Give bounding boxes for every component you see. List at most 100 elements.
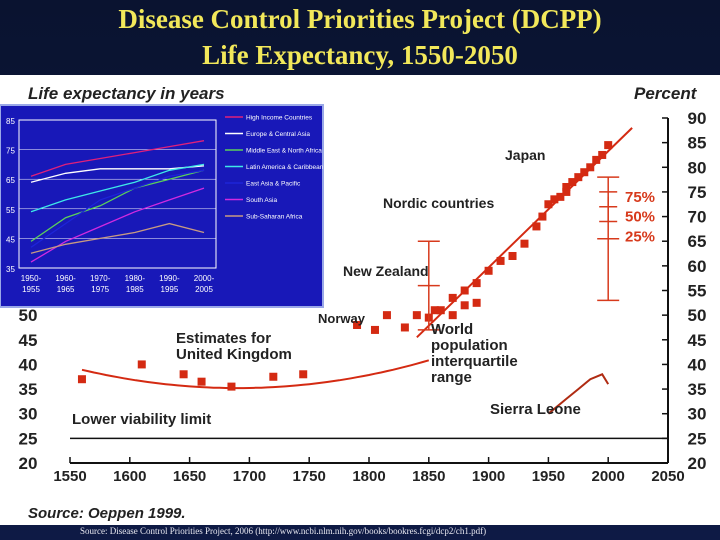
annotation-united-kingdom: United Kingdom <box>176 346 292 363</box>
data-point-norway <box>370 325 379 334</box>
data-point-norway <box>472 298 481 307</box>
annotation-japan: Japan <box>505 147 545 163</box>
inset-legend-label: Europe & Central Asia <box>246 131 310 138</box>
inset-y-tick-label: 45 <box>6 235 15 244</box>
y-tick-label-right: 65 <box>688 232 707 251</box>
x-tick-label: 1850 <box>412 468 445 485</box>
y-tick-label-right: 45 <box>688 331 707 350</box>
data-point-united-kingdom <box>299 370 308 379</box>
annotation-norway: Norway <box>318 311 366 326</box>
inset-x-tick-label: 2005 <box>195 285 213 294</box>
data-point-japan <box>580 168 589 177</box>
data-point-new-zealand <box>484 266 493 275</box>
inset-legend-label: High Income Countries <box>246 115 313 122</box>
data-point-japan <box>562 183 571 191</box>
x-tick-label: 2050 <box>651 468 684 485</box>
y-tick-label-left: 35 <box>19 380 38 399</box>
main-chart-title: Life expectancy in years <box>28 84 225 103</box>
data-point-norway <box>436 306 445 315</box>
annotation-lower-viability-limit: Lower viability limit <box>72 411 211 428</box>
data-point-norway <box>460 301 469 310</box>
x-tick-label: 1600 <box>113 468 146 485</box>
inset-x-tick-label: 1980- <box>125 274 146 283</box>
data-point-new-zealand <box>508 252 517 260</box>
inset-series-line <box>30 222 205 254</box>
percent-axis-label: Percent <box>634 84 698 103</box>
inset-x-tick-label: 1990- <box>159 274 180 283</box>
inset-series-line <box>30 165 205 183</box>
inset-legend-label: Latin America & Caribbean <box>246 164 324 171</box>
data-point-norway <box>400 323 409 332</box>
life-expectancy-chart: Life expectancy in years Percent Source:… <box>0 75 720 525</box>
inset-frame <box>0 104 324 308</box>
annotation-interquartile: interquartile <box>431 353 518 370</box>
data-point-nordic-countries <box>538 212 547 221</box>
inset-y-tick-label: 35 <box>6 265 15 274</box>
inset-x-tick-label: 2000- <box>194 274 215 283</box>
y-tick-label-right: 90 <box>688 109 707 128</box>
data-point-japan <box>574 173 583 182</box>
percentile-label: 25% <box>625 228 655 245</box>
data-point-norway <box>448 311 457 320</box>
inset-legend-label: South Asia <box>246 197 277 204</box>
y-tick-label-right: 35 <box>688 380 707 399</box>
data-point-new-zealand <box>460 286 469 295</box>
x-tick-label: 1550 <box>53 468 86 485</box>
inset-legend-label: Sub-Saharan Africa <box>246 214 303 221</box>
slide-title-line2: Life Expectancy, 1550-2050 <box>202 40 518 70</box>
y-tick-label-left: 30 <box>19 405 38 424</box>
data-point-new-zealand <box>448 293 457 302</box>
inset-x-tick-label: 1970- <box>90 274 111 283</box>
data-point-japan <box>586 163 595 172</box>
inset-legend-label: Middle East & North Africa <box>246 148 322 155</box>
x-tick-label: 1700 <box>233 468 266 485</box>
y-tick-label-right: 40 <box>688 355 707 374</box>
data-point-united-kingdom <box>137 360 146 369</box>
annotation-sierra-leone: Sierra Leone <box>490 401 581 418</box>
data-point-united-kingdom <box>77 375 86 384</box>
annotation-nordic-countries: Nordic countries <box>383 195 494 211</box>
data-point-united-kingdom <box>269 372 278 381</box>
percentile-label: 50% <box>625 209 655 226</box>
data-point-japan <box>598 150 607 159</box>
annotation-world: World <box>431 321 473 338</box>
y-tick-label-right: 30 <box>688 405 707 424</box>
data-point-new-zealand <box>496 256 505 265</box>
y-tick-label-right: 55 <box>688 282 707 301</box>
data-point-nordic-countries <box>556 192 565 201</box>
x-tick-label: 1900 <box>472 468 505 485</box>
y-tick-label-right: 85 <box>688 134 707 153</box>
y-tick-label-left: 25 <box>19 429 38 448</box>
percentile-label: 75% <box>625 189 655 206</box>
y-tick-label-right: 60 <box>688 257 707 276</box>
inset-y-tick-label: 75 <box>6 147 15 156</box>
y-tick-label-left: 40 <box>19 355 38 374</box>
inset-x-tick-label: 1975 <box>91 285 109 294</box>
inset-y-tick-label: 65 <box>6 176 15 185</box>
y-tick-label-left: 45 <box>19 331 38 350</box>
data-point-norway <box>412 311 421 320</box>
inset-y-tick-label: 55 <box>6 206 15 215</box>
data-point-united-kingdom <box>179 370 188 379</box>
data-point-norway <box>430 306 439 315</box>
inset-x-tick-label: 1950- <box>21 274 42 283</box>
inset-series-line <box>30 169 205 242</box>
inset-series-line <box>30 140 205 177</box>
data-point-nordic-countries <box>550 195 559 204</box>
chart-source-note: Source: Oeppen 1999. <box>28 505 186 522</box>
annotation-new-zealand: New Zealand <box>343 263 429 279</box>
source-caption: Source: Disease Control Priorities Proje… <box>80 526 487 536</box>
data-point-new-zealand <box>520 239 529 248</box>
y-tick-label-right: 70 <box>688 208 707 227</box>
y-tick-label-right: 75 <box>688 183 707 202</box>
y-tick-label-left: 50 <box>19 306 38 325</box>
annotation-estimates-for: Estimates for <box>176 330 271 347</box>
y-tick-label-right: 25 <box>688 429 707 448</box>
y-tick-label-right: 80 <box>688 158 707 177</box>
uk-trend-curve <box>81 359 430 390</box>
annotation-range: range <box>431 369 472 386</box>
inset-x-tick-label: 1995 <box>161 285 179 294</box>
data-point-united-kingdom <box>227 382 236 391</box>
data-point-nordic-countries <box>562 187 571 196</box>
